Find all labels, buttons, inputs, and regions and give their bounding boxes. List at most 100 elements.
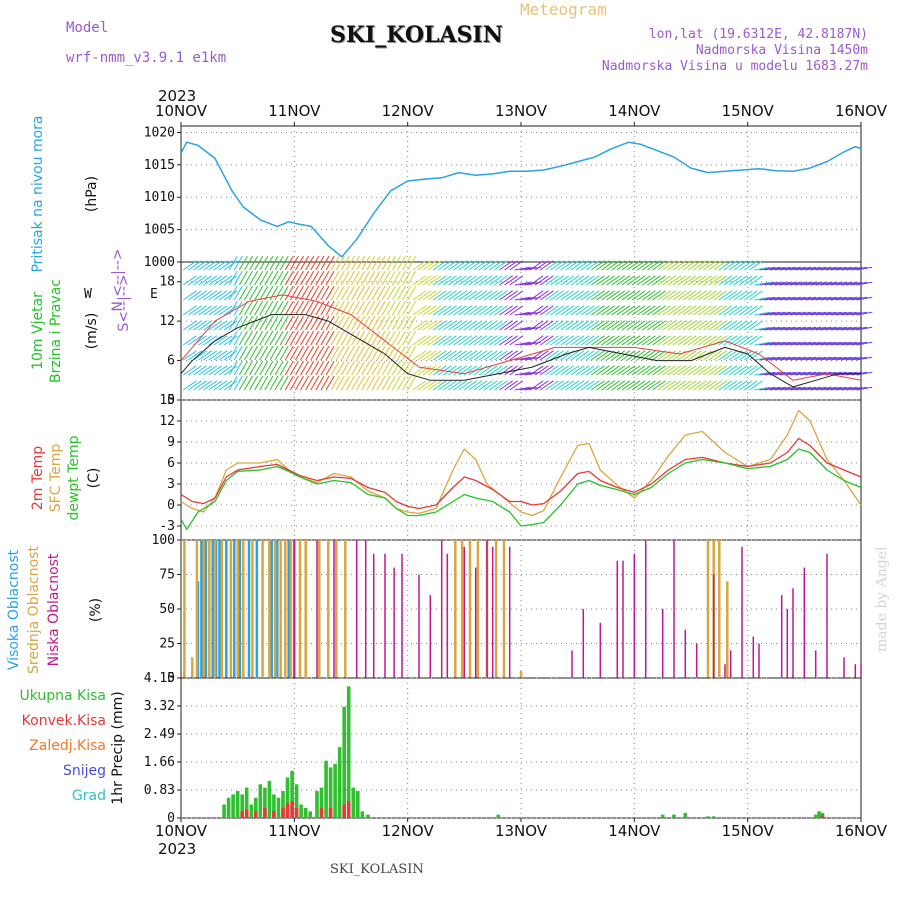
wind-barb xyxy=(193,320,207,331)
wind-barb xyxy=(381,270,391,286)
wind-barb xyxy=(590,365,605,376)
wind-barb xyxy=(616,305,631,316)
wind-barb xyxy=(647,365,661,376)
wind-barb xyxy=(652,320,666,331)
wind-barb xyxy=(249,315,259,331)
wind-barb xyxy=(851,386,868,391)
precip-bar xyxy=(290,770,294,818)
wind-barb xyxy=(820,341,837,346)
wind-barb xyxy=(208,260,223,271)
wind-barb xyxy=(432,290,447,301)
wind-barb xyxy=(580,320,595,331)
wind-barb xyxy=(305,315,315,331)
wind-barb xyxy=(198,350,212,361)
wind-barb xyxy=(718,275,733,286)
wind-barb xyxy=(682,320,697,331)
wind-barb xyxy=(784,326,801,331)
wind-barb xyxy=(636,290,651,301)
wind-barb xyxy=(820,326,837,331)
wind-barb xyxy=(545,275,559,286)
wind-barb xyxy=(713,380,728,391)
wind-barb xyxy=(274,375,284,391)
wind-barb xyxy=(636,275,651,286)
top-date-label: 13NOV xyxy=(495,102,548,120)
model-altitude-info: Nadmorska Visina u modelu 1683.27m xyxy=(601,59,868,74)
wind-barb xyxy=(499,260,513,271)
wind-barb xyxy=(407,315,417,331)
wind-barb xyxy=(555,290,569,301)
wind-barb xyxy=(550,335,564,346)
wind-barb xyxy=(412,350,427,361)
cloud-ytick-label: 75 xyxy=(159,568,175,583)
wind-barb xyxy=(733,365,748,376)
top-date-label: 11NOV xyxy=(268,102,321,120)
wind-barb xyxy=(504,260,518,271)
wind-barb xyxy=(575,380,590,391)
wind-barb xyxy=(483,320,498,331)
wind-barb xyxy=(488,290,503,301)
wind-barb xyxy=(254,255,264,271)
wind-barb xyxy=(193,290,207,301)
wind-barb xyxy=(448,260,462,271)
wind-barb xyxy=(580,365,595,376)
wind-barb xyxy=(835,311,852,316)
wind-barb xyxy=(621,260,636,271)
wind-barb xyxy=(851,296,868,301)
wind-barb xyxy=(611,275,626,286)
wind-barb xyxy=(534,275,549,286)
wind-barb xyxy=(687,365,702,376)
wind-barb xyxy=(432,335,447,346)
wind-barb xyxy=(667,320,682,331)
wind-barb xyxy=(835,341,852,346)
wind-barb xyxy=(223,365,238,376)
wind-barb xyxy=(193,350,207,361)
wind-barb xyxy=(601,260,615,271)
wind-barb xyxy=(386,285,396,301)
precip-bar xyxy=(235,791,240,818)
wind-barb xyxy=(641,260,656,271)
wind-barb xyxy=(198,260,212,271)
wind-barb xyxy=(718,350,733,361)
wind-barb xyxy=(305,255,315,271)
precip-bar xyxy=(660,814,665,818)
wind-barb xyxy=(448,290,462,301)
wind-barb xyxy=(458,380,473,391)
bottom-date-label: 10NOV xyxy=(155,822,208,840)
wind-barb xyxy=(208,350,223,361)
wind-barb xyxy=(662,335,677,346)
wind-barb xyxy=(769,356,786,361)
wind-barb xyxy=(218,365,233,376)
wind-barb xyxy=(677,305,692,316)
wind-barb xyxy=(790,341,806,346)
wind-barb xyxy=(417,335,432,346)
wind-barb xyxy=(463,335,478,346)
legend-snow: Snijeg xyxy=(63,763,106,779)
wind-barb xyxy=(779,371,796,376)
wind-barb xyxy=(743,290,758,301)
wind-barb xyxy=(657,380,671,391)
wind-barb xyxy=(473,350,488,361)
precip-bar xyxy=(281,791,285,818)
wind-barb xyxy=(499,335,513,346)
wind-barb xyxy=(407,375,417,391)
wind-barb xyxy=(468,335,483,346)
wind-barb xyxy=(539,260,554,271)
wind-barb xyxy=(841,386,857,391)
wind-barb xyxy=(427,290,442,301)
wind-barb xyxy=(784,386,801,391)
wind-barb xyxy=(233,255,243,271)
wind-barb xyxy=(846,386,863,391)
wind-barb xyxy=(825,356,842,361)
wind-barb xyxy=(621,320,636,331)
wind-barb xyxy=(295,375,304,391)
wind-barb xyxy=(764,311,781,316)
legend-total-precip: Ukupna Kisa xyxy=(19,688,106,704)
wind-barb xyxy=(448,320,462,331)
cloud-unit-label: (%) xyxy=(88,598,104,622)
wind-barb xyxy=(254,330,264,346)
bottom-date-label: 13NOV xyxy=(495,822,548,840)
wind-barb xyxy=(682,260,697,271)
temp-unit-label: (C) xyxy=(86,468,102,489)
wind-barb xyxy=(366,330,376,346)
wind-barb xyxy=(815,266,832,271)
